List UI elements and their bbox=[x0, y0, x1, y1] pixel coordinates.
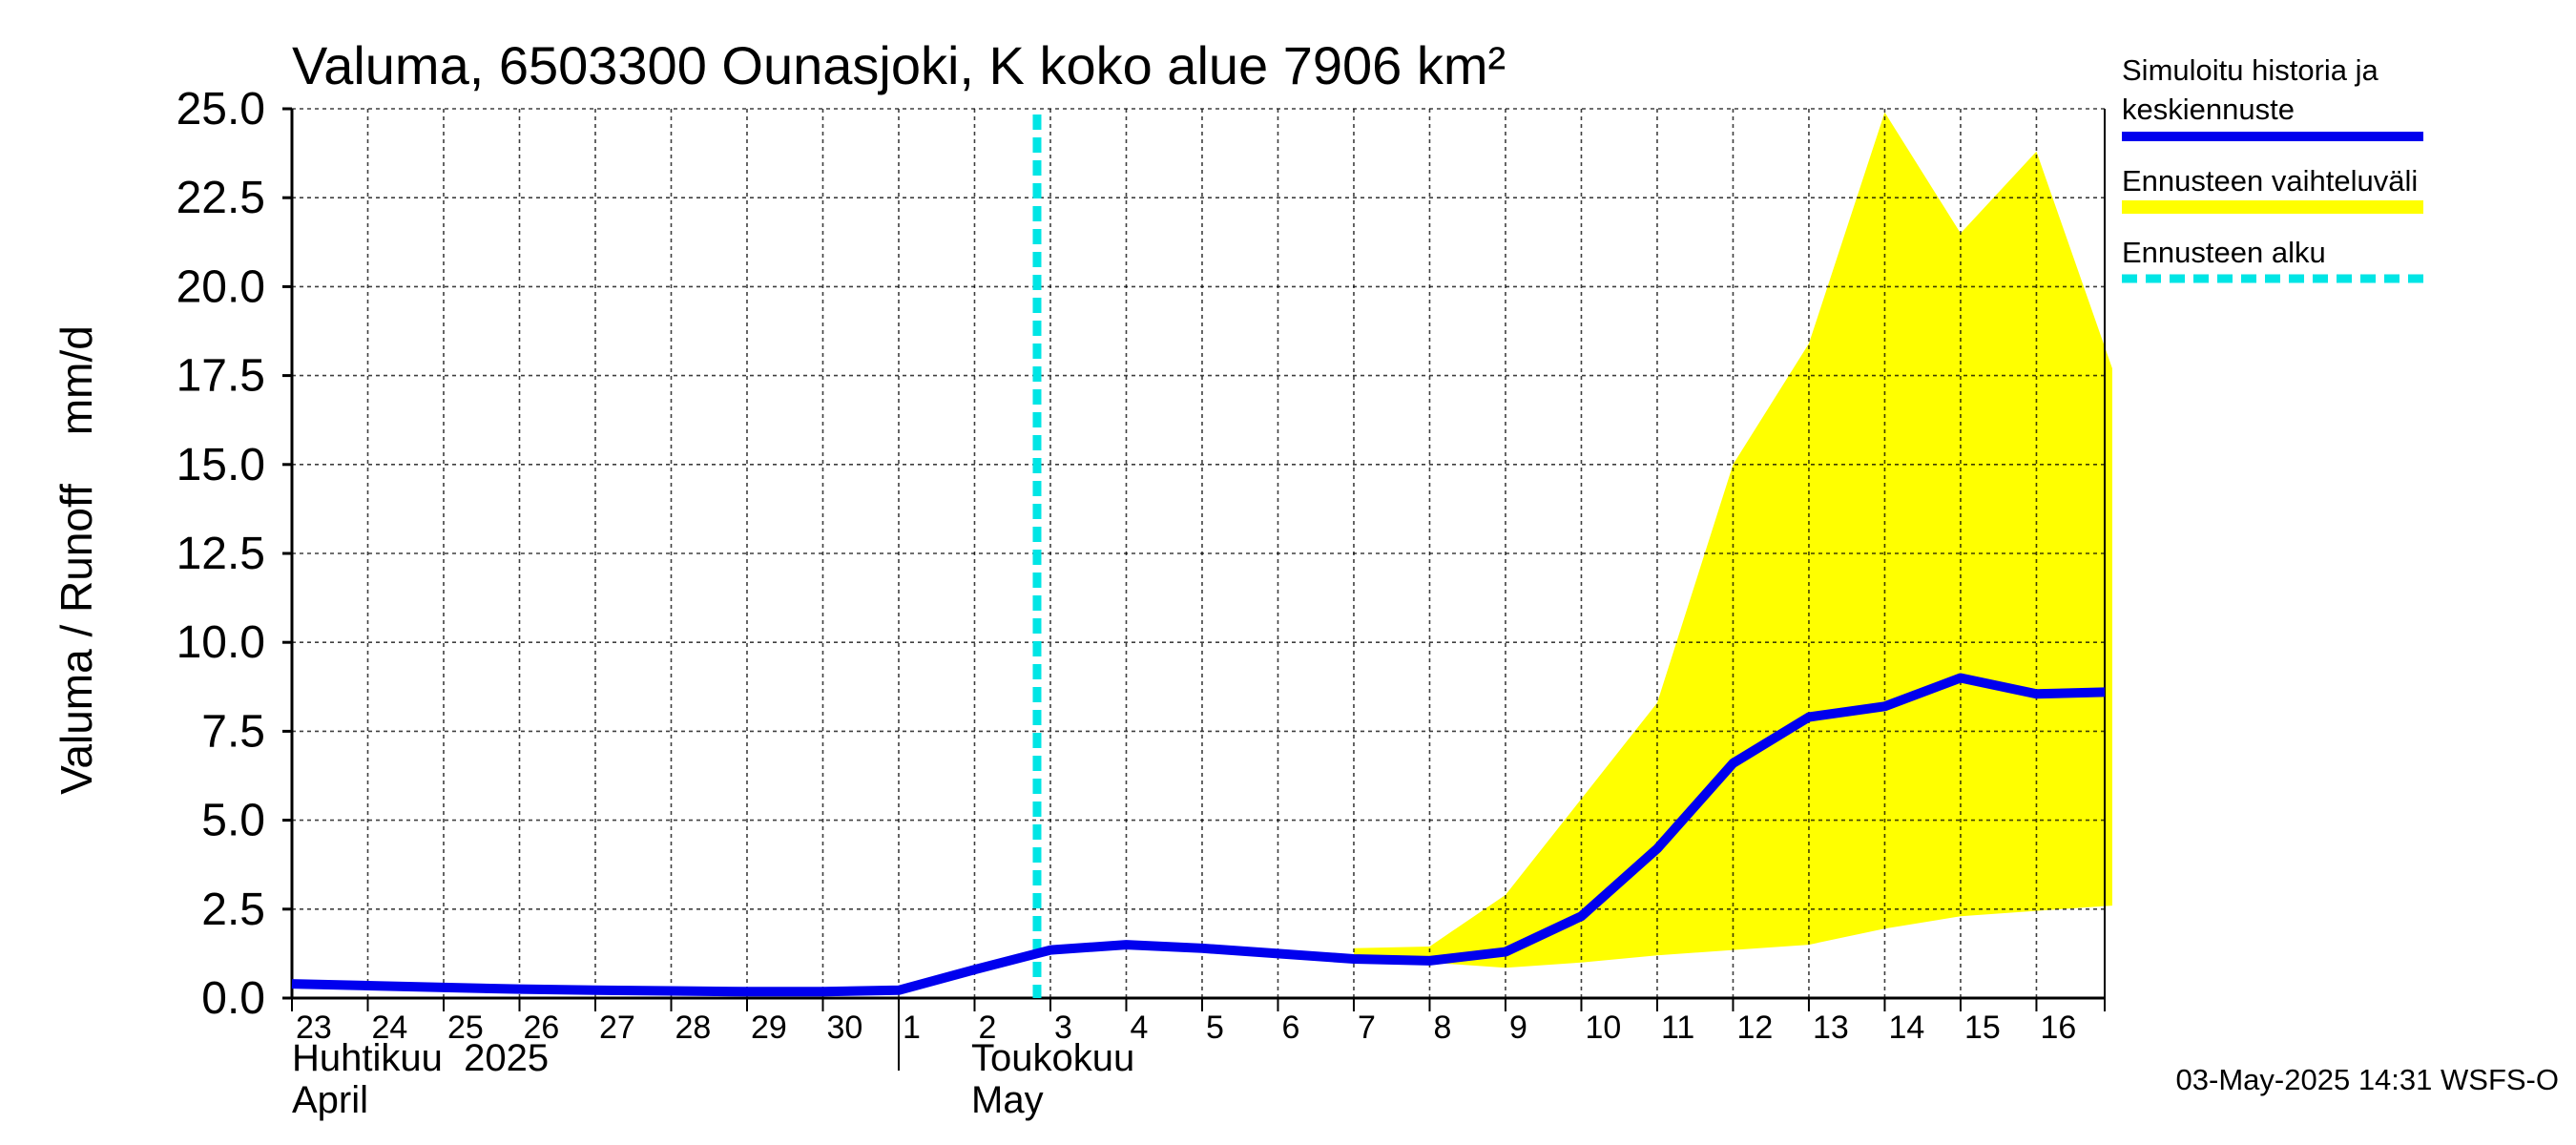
y-tick-labels: 0.0 2.5 5.0 7.5 10.0 12.5 15.0 17.5 20.0 22.5 25.0 bbox=[177, 84, 265, 1024]
x-tick-label: 25 bbox=[447, 1010, 484, 1046]
legend-range-label: Ennusteen vaihteluväli bbox=[2122, 164, 2418, 198]
footer-timestamp: 03-May-2025 14:31 WSFS-O bbox=[2176, 1063, 2559, 1096]
x-tick-label: 13 bbox=[1813, 1010, 1849, 1046]
x-tick-label: 8 bbox=[1433, 1010, 1451, 1046]
month-label-april-line1: Huhtikuu 2025 bbox=[292, 1037, 549, 1079]
x-tick-label: 5 bbox=[1206, 1010, 1224, 1046]
x-tick-label: 2 bbox=[978, 1010, 996, 1046]
y-tick-label: 5.0 bbox=[201, 796, 265, 846]
y-tick-label: 15.0 bbox=[177, 440, 265, 490]
x-tick-label: 23 bbox=[296, 1010, 332, 1046]
legend: Simuloitu historia ja keskiennuste Ennus… bbox=[2122, 53, 2423, 283]
median-line bbox=[291, 673, 2106, 997]
y-tick-label: 20.0 bbox=[177, 261, 265, 312]
x-tick-label: 28 bbox=[675, 1010, 711, 1046]
x-tick-label: 9 bbox=[1509, 1010, 1527, 1046]
month-label-may-line1: Toukokuu bbox=[971, 1037, 1134, 1079]
y-tick-label: 12.5 bbox=[177, 529, 265, 579]
x-tick-label: 16 bbox=[2040, 1010, 2076, 1046]
legend-median-label-line2: keskiennuste bbox=[2122, 93, 2295, 126]
x-tick-label: 10 bbox=[1585, 1010, 1621, 1046]
x-tick-label: 29 bbox=[751, 1010, 787, 1046]
y-tick-label: 22.5 bbox=[177, 173, 265, 223]
y-axis-label: Valuma / Runoff mm/d bbox=[52, 325, 101, 795]
x-tick-label: 30 bbox=[826, 1010, 862, 1046]
chart-title: Valuma, 6503300 Ounasjoki, K koko alue 7… bbox=[292, 35, 1506, 95]
x-tick-label: 24 bbox=[371, 1010, 407, 1046]
y-tick-label: 0.0 bbox=[201, 973, 265, 1024]
y-tick-label: 10.0 bbox=[177, 617, 265, 668]
x-tick-label: 11 bbox=[1661, 1010, 1694, 1046]
axes bbox=[282, 107, 2106, 1071]
x-tick-label: 6 bbox=[1281, 1010, 1299, 1046]
grid-lines bbox=[292, 108, 2105, 998]
x-tick-label: 4 bbox=[1130, 1010, 1148, 1046]
y-tick-label: 7.5 bbox=[201, 706, 265, 757]
month-label-april-line2: April bbox=[292, 1079, 368, 1121]
x-tick-label: 26 bbox=[523, 1010, 559, 1046]
y-tick-label: 17.5 bbox=[177, 351, 265, 402]
x-tick-label: 15 bbox=[1964, 1010, 2001, 1046]
y-tick-label: 25.0 bbox=[177, 84, 265, 135]
forecast-range-area bbox=[1353, 112, 2112, 968]
y-tick-label: 2.5 bbox=[201, 885, 265, 935]
x-tick-label: 1 bbox=[903, 1010, 921, 1046]
x-tick-label: 12 bbox=[1736, 1010, 1773, 1046]
x-tick-label: 27 bbox=[599, 1010, 635, 1046]
x-tick-labels: 23 24 25 26 27 28 29 30 1 2 3 4 5 6 7 8 9 10 11 12 13 14 15 16 bbox=[296, 1010, 2076, 1046]
legend-median-label-line1: Simuloitu historia ja bbox=[2122, 53, 2379, 87]
forecast-range-band bbox=[1353, 112, 2112, 968]
x-tick-label: 3 bbox=[1054, 1010, 1072, 1046]
x-tick-label: 14 bbox=[1888, 1010, 1924, 1046]
x-tick-label: 7 bbox=[1358, 1010, 1376, 1046]
legend-forecast-start-label: Ennusteen alku bbox=[2122, 236, 2326, 269]
month-label-may-line2: May bbox=[971, 1079, 1044, 1121]
median-series bbox=[291, 673, 2106, 997]
